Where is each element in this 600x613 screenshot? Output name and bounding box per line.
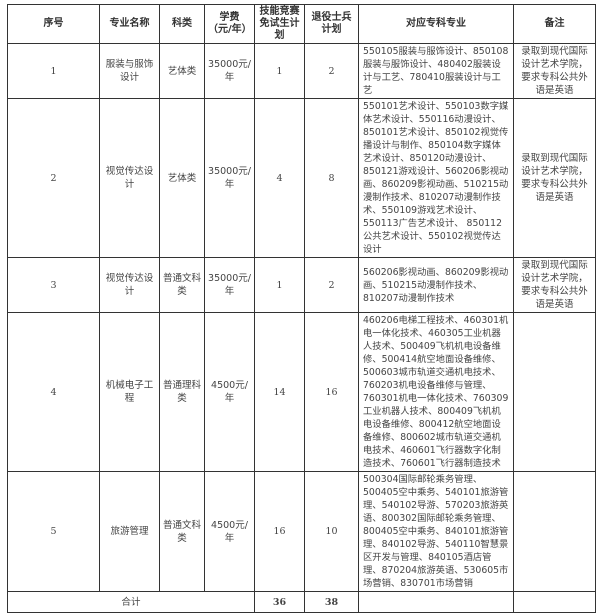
category: 艺体类 <box>159 98 205 258</box>
veteran-plan: 16 <box>304 312 359 472</box>
enrollment-plan-table: 序号 专业名称 科类 学费（元/年） 技能竞赛免试生计划 退役士兵计划 对应专科… <box>7 4 596 613</box>
category: 普通文科类 <box>159 257 205 313</box>
category: 普通文科类 <box>159 471 205 592</box>
skill-plan: 1 <box>254 43 305 99</box>
major-name: 视觉传达设计 <box>99 257 160 313</box>
empty-cell <box>358 591 514 613</box>
major-name: 服装与服饰设计 <box>99 43 160 99</box>
major-name: 旅游管理 <box>99 471 160 592</box>
row-number: 3 <box>7 257 100 313</box>
tuition: 35000元/年 <box>204 98 255 258</box>
row-number: 4 <box>7 312 100 472</box>
table-row: 2 视觉传达设计 艺体类 35000元/年 4 8 550101艺术设计、550… <box>7 98 596 258</box>
major-name: 机械电子工程 <box>99 312 160 472</box>
category: 艺体类 <box>159 43 205 99</box>
header-row: 序号 专业名称 科类 学费（元/年） 技能竞赛免试生计划 退役士兵计划 对应专科… <box>7 4 596 44</box>
header-cell: 序号 <box>7 4 100 44</box>
table-row: 5 旅游管理 普通文科类 4500元/年 16 10 500304国际邮轮乘务管… <box>7 471 596 592</box>
veteran-plan: 2 <box>304 257 359 313</box>
total-skill: 36 <box>254 591 305 613</box>
note: 录取到现代国际设计艺术学院，要求专科公共外语是英语 <box>513 98 596 258</box>
total-label: 合计 <box>7 591 255 613</box>
corresponding-specialties: 550105服装与服饰设计、850108服装与服饰设计、480402服装设计与工… <box>358 43 514 99</box>
tuition: 35000元/年 <box>204 257 255 313</box>
empty-cell <box>513 591 596 613</box>
major-name: 视觉传达设计 <box>99 98 160 258</box>
skill-plan: 1 <box>254 257 305 313</box>
header-cell: 对应专科专业 <box>358 4 514 44</box>
header-cell: 退役士兵计划 <box>304 4 359 44</box>
table-row: 4 机械电子工程 普通理科类 4500元/年 14 16 460206电梯工程技… <box>7 312 596 472</box>
tuition: 4500元/年 <box>204 312 255 472</box>
row-number: 2 <box>7 98 100 258</box>
table-row: 3 视觉传达设计 普通文科类 35000元/年 1 2 560206影视动画、8… <box>7 257 596 313</box>
corresponding-specialties: 500304国际邮轮乘务管理、500405空中乘务、540101旅游管理、540… <box>358 471 514 592</box>
skill-plan: 14 <box>254 312 305 472</box>
header-cell: 学费（元/年） <box>204 4 255 44</box>
veteran-plan: 8 <box>304 98 359 258</box>
note <box>513 312 596 472</box>
header-cell: 备注 <box>513 4 596 44</box>
note: 录取到现代国际设计艺术学院，要求专科公共外语是英语 <box>513 43 596 99</box>
header-cell: 科类 <box>159 4 205 44</box>
skill-plan: 16 <box>254 471 305 592</box>
category: 普通理科类 <box>159 312 205 472</box>
tuition: 4500元/年 <box>204 471 255 592</box>
skill-plan: 4 <box>254 98 305 258</box>
veteran-plan: 2 <box>304 43 359 99</box>
tuition: 35000元/年 <box>204 43 255 99</box>
note: 录取到现代国际设计艺术学院，要求专科公共外语是英语 <box>513 257 596 313</box>
row-number: 5 <box>7 471 100 592</box>
corresponding-specialties: 460206电梯工程技术、460301机电一体化技术、460305工业机器人技术… <box>358 312 514 472</box>
corresponding-specialties: 560206影视动画、860209影视动画、510215动漫制作技术、81020… <box>358 257 514 313</box>
header-cell: 技能竞赛免试生计划 <box>254 4 305 44</box>
note <box>513 471 596 592</box>
veteran-plan: 10 <box>304 471 359 592</box>
table-row: 1 服装与服饰设计 艺体类 35000元/年 1 2 550105服装与服饰设计… <box>7 43 596 99</box>
header-cell: 专业名称 <box>99 4 160 44</box>
row-number: 1 <box>7 43 100 99</box>
total-row: 合计 36 38 <box>7 591 596 613</box>
total-veteran: 38 <box>304 591 359 613</box>
corresponding-specialties: 550101艺术设计、550103数字媒体艺术设计、550116动漫设计、850… <box>358 98 514 258</box>
